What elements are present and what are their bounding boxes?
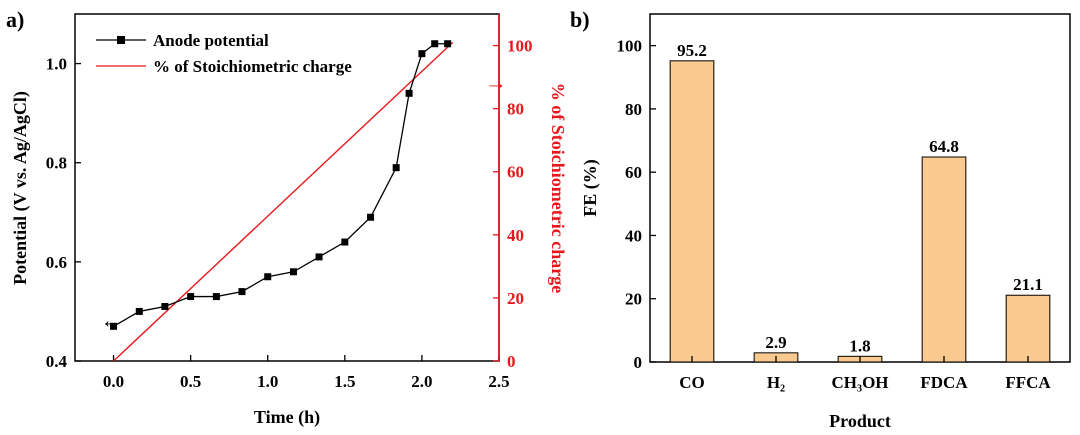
panel-a-y2-ticks: 0 20 40 60 80 100 bbox=[493, 14, 533, 371]
anode-potential-point bbox=[367, 213, 375, 221]
y2-tick-label: 60 bbox=[507, 163, 524, 182]
bar-value-label: 1.8 bbox=[849, 336, 870, 355]
fe-y-tick-label: 60 bbox=[625, 163, 642, 182]
x-tick-label: 0.0 bbox=[103, 372, 124, 391]
y-tick-label: 0.8 bbox=[46, 154, 67, 173]
y2-tick-label: 100 bbox=[507, 37, 533, 56]
y2-tick-label: 20 bbox=[507, 289, 524, 308]
y2-tick-label: 0 bbox=[507, 352, 516, 371]
anode-potential-point bbox=[431, 40, 439, 48]
category-label: H₂ bbox=[767, 373, 785, 392]
bar-0 bbox=[669, 60, 715, 363]
fe-y-tick-label: 100 bbox=[617, 37, 643, 56]
fe-y-tick-label: 80 bbox=[625, 100, 642, 119]
fe-y-tick-label: 20 bbox=[625, 290, 642, 309]
x-tick-label: 1.5 bbox=[334, 372, 355, 391]
bar-3 bbox=[921, 156, 967, 363]
y-tick-label: 0.6 bbox=[46, 253, 67, 272]
panel-b-x-axis-label: Product bbox=[829, 411, 891, 431]
anode-potential-point bbox=[289, 268, 297, 276]
arrow-right-annotation: → bbox=[485, 70, 507, 95]
bar-value-label: 2.9 bbox=[765, 333, 786, 352]
anode-potential-point bbox=[161, 302, 169, 310]
anode-potential-point bbox=[392, 164, 400, 172]
category-label: FFCA bbox=[1005, 373, 1051, 392]
y-tick-label: 1.0 bbox=[46, 55, 67, 74]
arrow-left-annotation: ← bbox=[101, 307, 123, 332]
category-label: CH₃OH bbox=[831, 373, 888, 392]
anode-potential-point bbox=[212, 293, 220, 301]
panel-b-y-ticks: 0 20 40 60 80 100 bbox=[617, 37, 656, 372]
panel-a-label: a) bbox=[6, 7, 24, 32]
bar-value-label: 64.8 bbox=[929, 137, 959, 156]
anode-potential-point bbox=[264, 273, 272, 281]
anode-potential-point bbox=[238, 288, 246, 296]
series-stoichiometric-charge-line bbox=[113, 41, 454, 362]
panel-a-y-ticks: 0.4 0.6 0.8 1.0 bbox=[46, 55, 81, 371]
bar-value-label: 21.1 bbox=[1013, 275, 1043, 294]
y-tick-label: 0.4 bbox=[46, 352, 68, 371]
x-tick-label: 2.5 bbox=[488, 372, 509, 391]
panel-b-label: b) bbox=[570, 7, 590, 32]
bar-value-label: 95.2 bbox=[677, 41, 707, 60]
anode-potential-point bbox=[418, 50, 426, 58]
fe-y-tick-label: 0 bbox=[634, 353, 643, 372]
x-tick-label: 1.0 bbox=[257, 372, 278, 391]
anode-potential-point bbox=[187, 293, 195, 301]
anode-potential-point bbox=[341, 238, 349, 246]
legend-anode-label: Anode potential bbox=[153, 31, 269, 50]
fe-y-tick-label: 40 bbox=[625, 226, 642, 245]
panel-a-x-ticks: 0.0 0.5 1.0 1.5 2.0 2.5 bbox=[103, 355, 510, 391]
y2-tick-label: 40 bbox=[507, 226, 524, 245]
panel-a-y2-axis-label: % of Stoichiometric charge bbox=[548, 83, 568, 293]
panel-a-legend: Anode potential % of Stoichiometric char… bbox=[96, 31, 352, 76]
category-label: CO bbox=[679, 373, 705, 392]
series-anode-potential-line bbox=[113, 43, 448, 327]
panel-a-y-axis-label: Potential (V vs. Ag/AgCl) bbox=[10, 91, 31, 285]
category-label: FDCA bbox=[920, 373, 968, 392]
panel-a: a) 0.0 0.5 1.0 1.5 2.0 2.5 0.4 0.6 0.8 1.0 0 20 40… bbox=[6, 7, 568, 428]
anode-potential-point bbox=[444, 40, 452, 48]
panel-b-y-axis-label: FE (%) bbox=[580, 159, 601, 217]
panel-b-categories: CO H₂ CH₃OH FDCA FFCA bbox=[679, 356, 1051, 392]
x-tick-label: 2.0 bbox=[411, 372, 432, 391]
panel-a-series bbox=[110, 40, 454, 362]
panel-b-bars: 95.2 2.9 1.8 64.8 21.1 bbox=[669, 41, 1051, 363]
anode-potential-point bbox=[110, 322, 118, 330]
anode-potential-point bbox=[405, 89, 413, 97]
bar-4 bbox=[1005, 294, 1051, 363]
x-tick-label: 0.5 bbox=[180, 372, 201, 391]
panel-a-x-axis-label: Time (h) bbox=[254, 407, 320, 428]
anode-potential-point bbox=[315, 253, 323, 261]
y2-tick-label: 80 bbox=[507, 100, 524, 119]
legend-charge-label: % of Stoichiometric charge bbox=[153, 57, 352, 76]
anode-potential-point bbox=[135, 307, 143, 315]
legend-anode-marker bbox=[117, 36, 125, 44]
